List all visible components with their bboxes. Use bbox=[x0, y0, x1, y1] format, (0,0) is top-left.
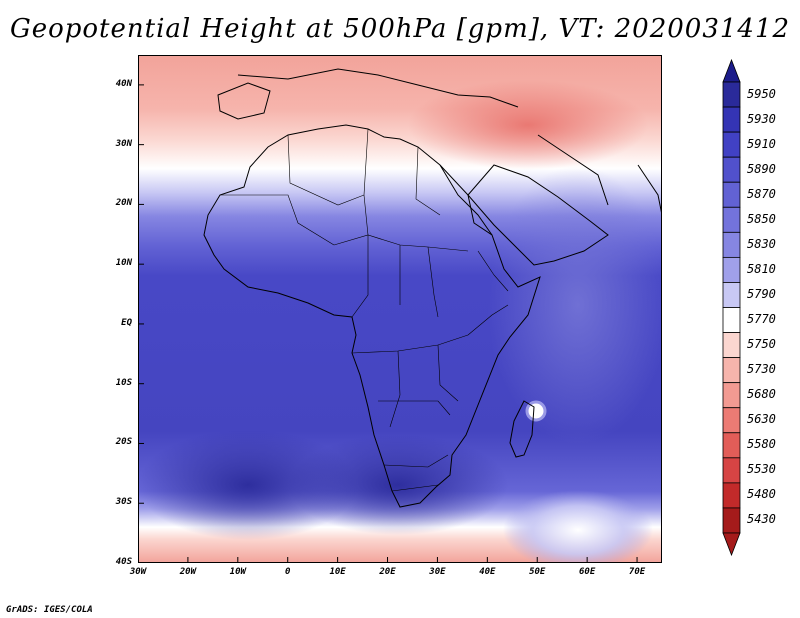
iberia bbox=[217, 82, 271, 120]
colorbar-swatch bbox=[722, 332, 741, 359]
lon-label: 30E bbox=[429, 567, 446, 577]
colorbar-level-label: 5630 bbox=[747, 412, 776, 427]
colorbar-level-label: 5950 bbox=[747, 86, 776, 101]
map-plot-area bbox=[138, 55, 662, 563]
lon-label: 40E bbox=[479, 567, 496, 577]
colorbar-level-label: 5810 bbox=[747, 261, 776, 276]
india-west bbox=[637, 164, 662, 216]
colorbar-level-label: 5480 bbox=[747, 487, 776, 502]
red-sea bbox=[439, 164, 493, 236]
cyclone-marker bbox=[525, 400, 547, 422]
colorbar-level-label: 5910 bbox=[747, 136, 776, 151]
colorbar-level-label: 5830 bbox=[747, 236, 776, 251]
colorbar-top-extension bbox=[722, 58, 741, 83]
lon-label: 50E bbox=[529, 567, 546, 577]
deep-high-south-atlantic bbox=[138, 430, 358, 540]
persian-gulf bbox=[537, 134, 609, 206]
mediterranean-north bbox=[237, 68, 519, 108]
colorbar-swatch bbox=[722, 407, 741, 434]
colorbar-level-label: 5930 bbox=[747, 111, 776, 126]
lon-label: 10E bbox=[329, 567, 346, 577]
grads-credit: GrADS: IGES/COLA bbox=[6, 605, 93, 615]
lat-label: 30S bbox=[115, 497, 132, 508]
lat-label: 10N bbox=[115, 258, 132, 269]
lat-label: 20N bbox=[115, 198, 132, 209]
lon-label: 20W bbox=[179, 567, 197, 577]
colorbar-level-label: 5750 bbox=[747, 337, 776, 352]
lat-label: 20S bbox=[115, 437, 132, 448]
lat-label: 40S bbox=[115, 557, 132, 567]
arabian-peninsula bbox=[467, 164, 609, 266]
east-africa-band bbox=[488, 165, 662, 445]
lat-label: 40N bbox=[115, 78, 132, 89]
colorbar-swatch bbox=[722, 307, 741, 333]
colorbar-swatch bbox=[722, 206, 741, 233]
lon-label: 20E bbox=[379, 567, 396, 577]
colorbar-swatch bbox=[722, 357, 741, 384]
colorbar-swatch bbox=[722, 231, 741, 258]
colorbar-level-label: 5870 bbox=[747, 186, 776, 201]
lat-label: EQ bbox=[121, 317, 132, 328]
colorbar-swatch bbox=[722, 256, 741, 283]
colorbar-swatch bbox=[722, 482, 741, 509]
colorbar-level-label: 5430 bbox=[747, 512, 776, 527]
coastlines bbox=[203, 68, 662, 508]
lon-label: 70E bbox=[628, 567, 646, 577]
colorbar-swatch bbox=[722, 507, 741, 534]
lon-label: 10W bbox=[229, 567, 246, 577]
colorbar-swatch bbox=[722, 106, 741, 133]
colorbar-swatch bbox=[722, 181, 741, 208]
lon-label: 0 bbox=[284, 567, 291, 577]
colorbar-swatch bbox=[722, 156, 741, 183]
colorbar-level-label: 5790 bbox=[747, 286, 776, 301]
lat-label: 10S bbox=[115, 377, 132, 388]
madagascar bbox=[509, 400, 535, 458]
lat-label: 30N bbox=[115, 138, 132, 149]
map-frame bbox=[138, 55, 662, 563]
colorbar-level-label: 5730 bbox=[747, 362, 776, 377]
middle-east-high bbox=[408, 80, 648, 170]
lon-label: 30W bbox=[129, 567, 147, 577]
colorbar-level-label: 5580 bbox=[747, 437, 776, 452]
colorbar-level-label: 5770 bbox=[747, 312, 776, 327]
colorbar-bottom-extension bbox=[722, 532, 741, 557]
colorbar-swatch bbox=[722, 457, 741, 484]
indian-ocean-low bbox=[503, 490, 653, 563]
colorbar-level-label: 5890 bbox=[747, 161, 776, 176]
chart-title: Geopotential Height at 500hPa [gpm], VT:… bbox=[9, 14, 791, 44]
colorbar-swatch bbox=[722, 81, 741, 108]
lon-label: 60E bbox=[579, 567, 596, 577]
colorbar-level-label: 5530 bbox=[747, 462, 776, 477]
africa-coastline bbox=[203, 124, 541, 508]
country-borders bbox=[220, 128, 509, 492]
colorbar-level-label: 5680 bbox=[747, 387, 776, 402]
colorbar-swatch bbox=[722, 131, 741, 158]
colorbar-swatch bbox=[722, 432, 741, 459]
colorbar-swatch bbox=[722, 382, 741, 409]
colorbar-swatch bbox=[722, 282, 741, 308]
colorbar-level-label: 5850 bbox=[747, 211, 776, 226]
